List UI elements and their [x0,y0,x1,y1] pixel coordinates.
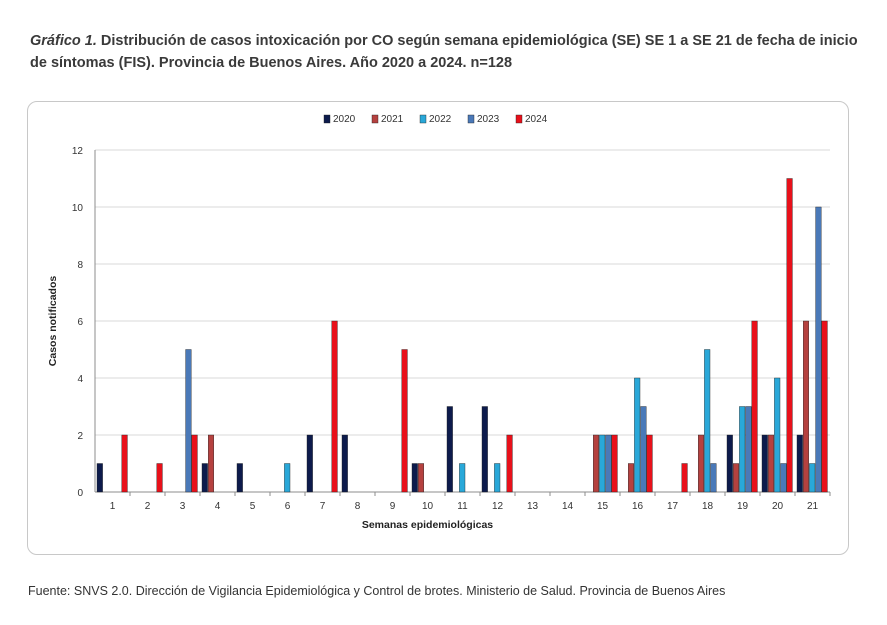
bar [796,434,803,493]
bar [446,406,453,493]
x-tick-label: 11 [457,501,468,512]
x-tick-label: 20 [772,501,784,512]
y-axis-label: Casos notificados [47,276,59,367]
bar [156,463,163,493]
bar [733,463,740,493]
bar [628,463,635,493]
bar [646,434,653,493]
x-tick-label: 16 [632,501,644,512]
bar [599,434,606,493]
legend-label: 2023 [477,114,500,125]
x-tick-label: 8 [355,501,361,512]
bar [815,206,822,493]
bar [751,320,758,493]
bar [780,463,787,493]
y-tick-label: 12 [72,146,84,157]
x-tick-label: 2 [145,501,151,512]
bar [284,463,291,493]
bar [681,463,688,493]
chart-title: Gráfico 1. Distribución de casos intoxic… [30,30,860,74]
bar [506,434,513,493]
bar [634,377,641,493]
y-tick-label: 2 [77,431,83,442]
x-tick-label: 6 [285,501,291,512]
bar [774,377,781,493]
bar [96,463,103,493]
x-axis-label: Semanas epidemiológicas [362,519,493,531]
bar [481,406,488,493]
bar [306,434,313,493]
bar [739,406,746,493]
chart-title-lead: Gráfico 1. [30,33,97,49]
legend-swatch [323,114,331,124]
bar [593,434,600,493]
y-tick-label: 10 [72,203,84,214]
y-tick-label: 8 [77,260,83,271]
bar [236,463,243,493]
bar [803,320,810,493]
source-note: Fuente: SNVS 2.0. Dirección de Vigilanci… [28,584,726,598]
bar [768,434,775,493]
bar [640,406,647,493]
x-tick-label: 17 [667,501,679,512]
x-tick-label: 1 [110,501,116,512]
bar [786,178,793,493]
bar [745,406,752,493]
x-tick-label: 10 [422,501,434,512]
x-tick-label: 13 [527,501,539,512]
x-tick-label: 3 [180,501,186,512]
legend-swatch [467,114,475,124]
bar [185,349,192,493]
x-tick-label: 19 [737,501,749,512]
bar [611,434,618,493]
bar [710,463,717,493]
x-tick-label: 5 [250,501,256,512]
bar [201,463,208,493]
bar [459,463,466,493]
x-tick-label: 15 [597,501,609,512]
bar [401,349,408,493]
x-tick-label: 18 [702,501,714,512]
legend-label: 2020 [333,114,356,125]
bar [698,434,705,493]
bar [761,434,768,493]
legend-label: 2024 [525,114,548,125]
bar [704,349,711,493]
bar [726,434,733,493]
bar [121,434,128,493]
bar [341,434,348,493]
legend-label: 2022 [429,114,452,125]
bar [411,463,418,493]
x-tick-label: 14 [562,501,574,512]
bar [418,463,425,493]
x-tick-label: 9 [390,501,396,512]
y-tick-label: 0 [77,488,83,499]
bar [821,320,828,493]
y-tick-label: 4 [77,374,83,385]
bar [207,434,214,493]
y-tick-label: 6 [77,317,83,328]
legend-swatch [515,114,523,124]
x-tick-label: 4 [215,501,221,512]
legend-swatch [419,114,427,124]
x-tick-label: 12 [492,501,504,512]
chart-panel: 0 2 4 6 8 10 12 1 2 3 4 5 6 7 8 9 10 11 12 13 14 15 16 17 18 19 20… [27,101,849,555]
bar [191,434,198,493]
bar [494,463,501,493]
x-tick-label: 7 [320,501,326,512]
bar [331,320,338,493]
legend-swatch [371,114,379,124]
x-tick-label: 21 [807,501,819,512]
chart-title-text: Distribución de casos intoxicación por C… [30,33,858,71]
bar [809,463,816,493]
legend-label: 2021 [381,114,404,125]
bar [605,434,612,493]
